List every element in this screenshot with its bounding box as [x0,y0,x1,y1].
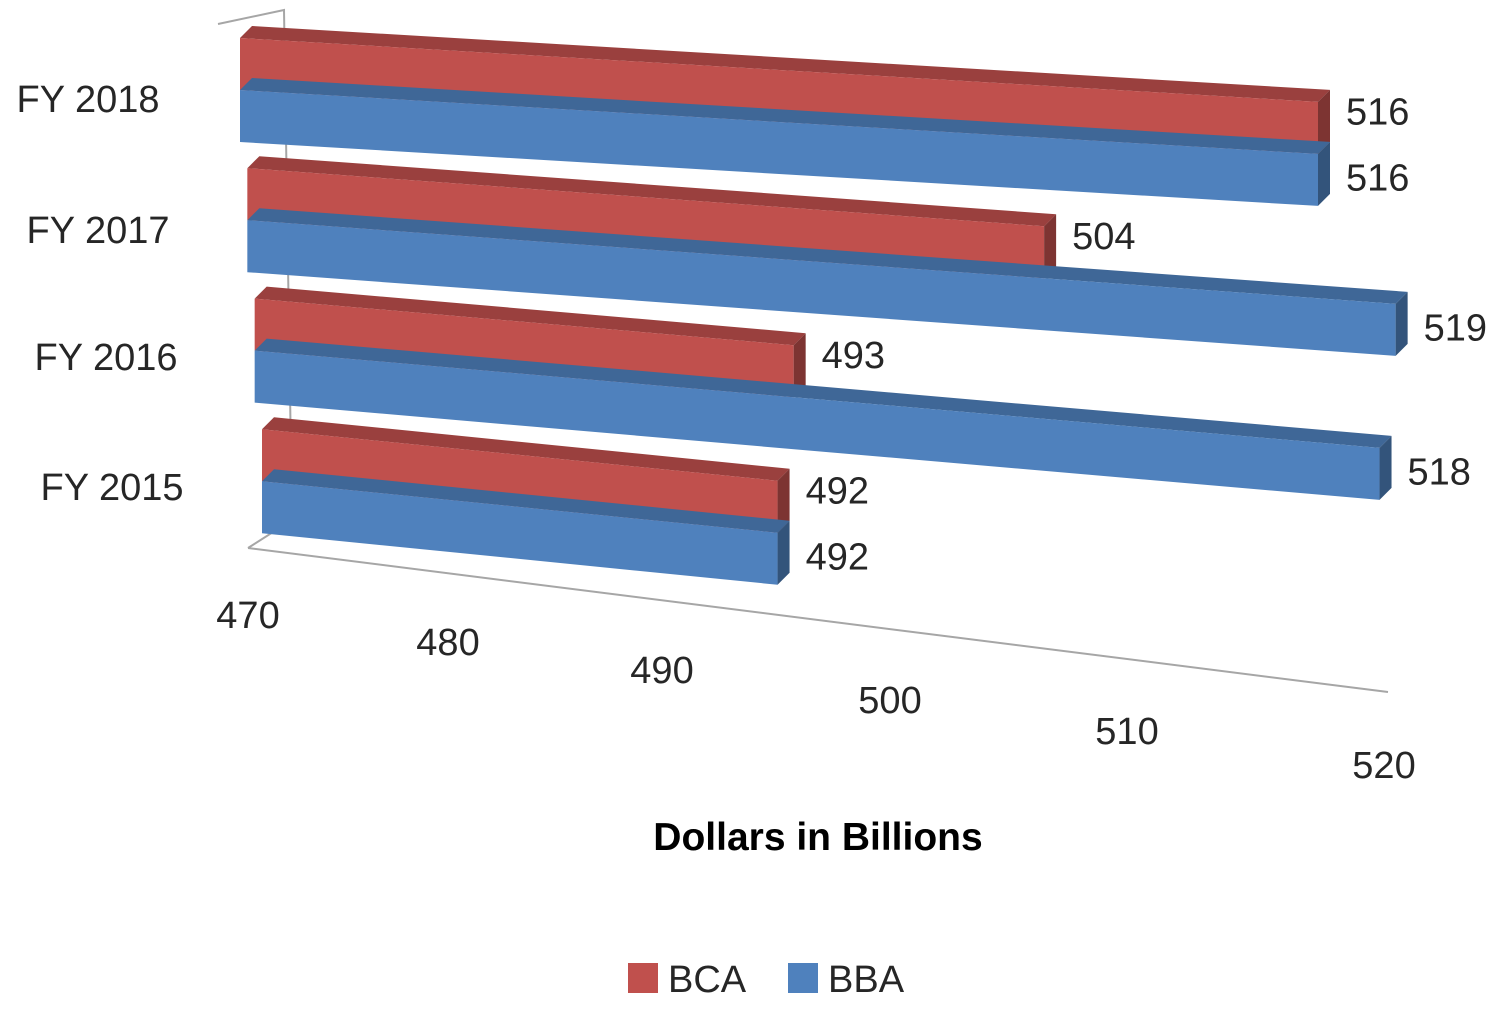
bar-top-face [262,417,790,481]
data-label: 518 [1408,451,1471,493]
bar[interactable] [262,469,790,585]
bar-end-face [1318,141,1330,206]
bar-front-face [262,481,778,585]
x-tick-label: 490 [630,650,693,692]
bar[interactable] [240,26,1330,154]
x-tick-label: 520 [1352,745,1415,787]
x-tick-label: 470 [216,595,279,637]
bar-top-face [247,156,1057,227]
bar-end-face [1318,89,1330,154]
bar[interactable] [254,338,1392,500]
bar-front-face [240,90,1318,206]
data-label: 492 [806,536,869,578]
legend-label: BCA [668,959,747,1001]
legend-swatch [788,963,818,993]
bar-front-face [254,350,1380,500]
bar-end-face [1379,435,1392,500]
data-label: 493 [822,335,885,377]
bar-front-face [247,220,1396,356]
bar-front-face [240,38,1318,154]
data-label: 516 [1346,158,1409,200]
legend-label: BBA [828,959,905,1001]
bar-end-face [1044,214,1057,279]
y-tick-label: FY 2017 [27,210,170,252]
axes-group: 470 480 490 500 510 520 FY 2015 FY 2016 FY 2017 F… [17,8,1416,787]
data-label: 519 [1424,307,1487,349]
legend-swatch [628,963,658,993]
bar[interactable] [240,78,1330,206]
x-tick-label: 500 [858,680,921,722]
bar-end-face [793,333,806,398]
y-tick-label: FY 2018 [17,79,160,121]
data-label: 504 [1072,216,1135,258]
bar-front-face [247,168,1045,279]
y-tick-label: FY 2015 [41,467,184,509]
bar-top-face [247,208,1408,304]
bar[interactable] [247,208,1408,356]
bar-top-face [240,26,1330,102]
bar-top-face [254,338,1392,448]
data-label: 492 [806,470,869,512]
x-axis-line [247,547,1389,693]
y-tick-label: FY 2016 [35,337,178,379]
data-label: 516 [1346,92,1409,134]
bars-group [240,26,1408,585]
labels-group: 516 516 504 519 493 518 492 492 [806,92,1487,579]
bar-top-face [240,78,1330,154]
bar-end-face [777,468,790,533]
bar[interactable] [247,156,1057,279]
x-axis-title: Dollars in Billions [653,816,982,859]
bar-top-face [262,469,790,533]
bar-top-face [254,286,806,346]
x-tick-label: 510 [1095,711,1158,753]
bar-end-face [777,520,790,585]
legend[interactable]: BCA BBA [628,959,905,1001]
bar-end-face [1395,291,1408,356]
x-tick-label: 480 [416,622,479,664]
